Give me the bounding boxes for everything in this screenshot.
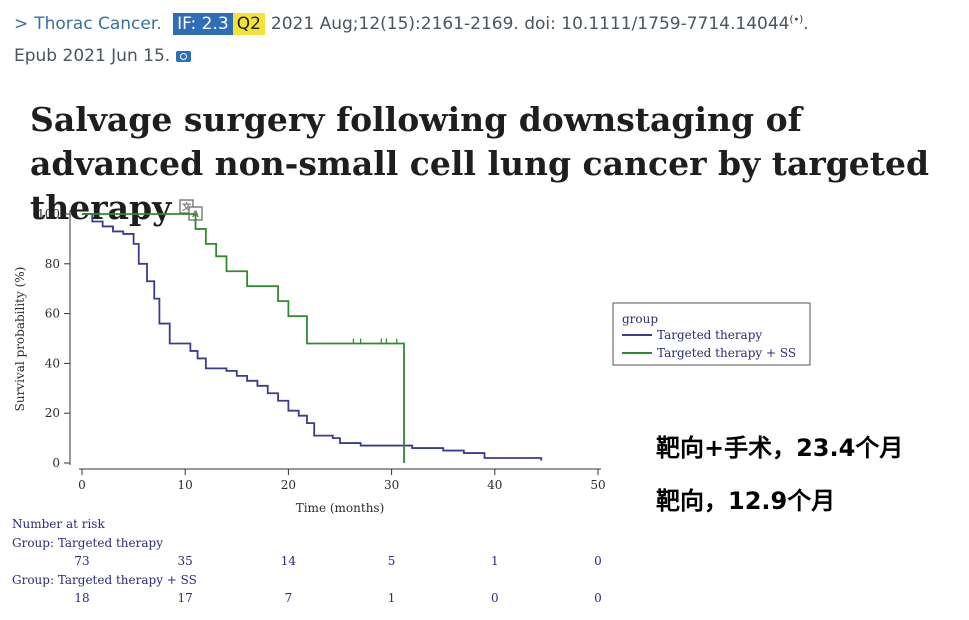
x-tick-label: 40: [487, 478, 502, 492]
risk-count: 14: [280, 554, 297, 568]
x-tick-label: 0: [78, 478, 86, 492]
median-survival-note-2: 靶向，12.9个月: [656, 487, 836, 515]
camera-icon[interactable]: [176, 50, 192, 62]
median-survival-note-1: 靶向+手术，23.4个月: [656, 434, 904, 462]
legend-label-targeted: Targeted therapy: [657, 328, 762, 342]
risk-count: 17: [177, 591, 193, 605]
risk-count: 0: [594, 554, 602, 568]
y-tick-label: 40: [45, 356, 60, 370]
svg-text:文: 文: [181, 201, 192, 213]
risk-count: 1: [490, 554, 499, 568]
risk-group-label-targeted: Group: Targeted therapy: [12, 536, 163, 550]
series-line-targeted: [82, 213, 543, 461]
legend-label-targeted-ss: Targeted therapy + SS: [657, 346, 796, 360]
x-tick-label: 30: [384, 478, 399, 492]
citation-line: > Thorac Cancer. IF: 2.3 Q2 2021 Aug;12(15)…: [14, 13, 809, 35]
risk-group-label-targeted-ss: Group: Targeted therapy + SS: [12, 573, 197, 587]
y-axis-label: Survival probability (%): [13, 267, 27, 412]
broadcast-icon[interactable]: (•): [789, 14, 804, 26]
y-tick-label: 60: [45, 307, 60, 321]
x-tick-label: 50: [590, 478, 605, 492]
risk-count: 5: [387, 554, 396, 568]
y-tick-label: 0: [52, 456, 60, 470]
x-tick-label: 20: [281, 478, 296, 492]
epub-date: Epub 2021 Jun 15.: [14, 46, 192, 66]
impact-factor-badge: IF: 2.3: [173, 13, 233, 35]
doi-reference: 2021 Aug;12(15):2161-2169. doi: 10.1111/…: [270, 14, 790, 34]
legend-title: group: [622, 312, 658, 326]
risk-count: 73: [74, 554, 90, 568]
risk-count: 7: [284, 591, 293, 605]
risk-count: 35: [177, 554, 193, 568]
risk-table-title: Number at risk: [12, 517, 105, 531]
legend: group Targeted therapy Targeted therapy …: [612, 302, 811, 366]
series-layer: [82, 213, 543, 463]
risk-count: 0: [594, 591, 602, 605]
x-tick-label: 10: [178, 478, 193, 492]
epub-text: Epub 2021 Jun 15.: [14, 46, 171, 66]
quartile-badge: Q2: [232, 13, 265, 35]
y-tick-label: 20: [45, 406, 60, 420]
y-tick-label: 80: [45, 257, 60, 271]
x-axis-label: Time (months): [296, 501, 385, 515]
axes: 0 20 40 60 80 100 0 10 20 30 40 50: [37, 207, 606, 492]
risk-count: 0: [490, 591, 499, 605]
risk-count: 1: [387, 591, 396, 605]
article-title-text: Salvage surgery following downstaging of…: [30, 100, 930, 227]
series-line-targeted-ss: [82, 213, 405, 463]
km-survival-chart: 0 20 40 60 80 100 0 10 20 30 40 50 Survival probabi…: [13, 207, 811, 515]
journal-link[interactable]: Thorac Cancer.: [34, 14, 162, 34]
chevron-right-icon: >: [14, 14, 29, 34]
article-title: Salvage surgery following downstaging of…: [30, 98, 950, 230]
risk-count: 18: [74, 591, 90, 605]
y-tick-label: 100: [37, 207, 60, 221]
